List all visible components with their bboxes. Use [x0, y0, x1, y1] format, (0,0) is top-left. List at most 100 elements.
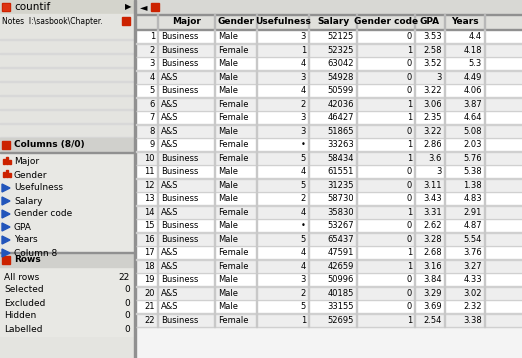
Bar: [308, 314, 309, 327]
Text: 65437: 65437: [327, 235, 354, 244]
Text: All rows: All rows: [4, 272, 39, 281]
Bar: [136, 326, 522, 327]
Text: Hidden: Hidden: [4, 311, 36, 320]
Bar: [484, 71, 485, 84]
Bar: [484, 165, 485, 179]
Text: Male: Male: [218, 194, 238, 203]
Bar: [444, 138, 445, 151]
Text: 21: 21: [145, 302, 155, 311]
Bar: [136, 314, 522, 327]
Bar: [136, 165, 522, 179]
Bar: [3, 172, 5, 177]
Bar: [444, 273, 445, 286]
Text: 3: 3: [436, 167, 442, 176]
Text: Gender code: Gender code: [14, 209, 72, 218]
Bar: [308, 71, 309, 84]
Bar: [157, 286, 158, 300]
Text: GPA: GPA: [14, 223, 32, 232]
Text: 13: 13: [145, 194, 155, 203]
Text: Selected: Selected: [4, 285, 44, 295]
Bar: [0, 39, 134, 40]
Bar: [134, 0, 136, 358]
Bar: [256, 205, 257, 219]
Text: 11: 11: [145, 167, 155, 176]
Bar: [414, 14, 415, 30]
Text: 52695: 52695: [328, 316, 354, 325]
Bar: [157, 179, 158, 192]
Text: Years: Years: [451, 18, 479, 26]
Bar: [356, 179, 357, 192]
Bar: [157, 165, 158, 179]
Text: 1: 1: [301, 316, 306, 325]
Text: 3: 3: [301, 32, 306, 41]
Text: 52325: 52325: [328, 46, 354, 55]
Bar: [0, 252, 134, 253]
Bar: [356, 286, 357, 300]
Text: Excluded: Excluded: [4, 299, 45, 308]
Bar: [414, 84, 415, 97]
Text: Female: Female: [218, 316, 248, 325]
Bar: [484, 192, 485, 205]
Text: •: •: [301, 221, 306, 230]
Text: Female: Female: [218, 208, 248, 217]
Text: 3.02: 3.02: [464, 289, 482, 298]
Bar: [214, 232, 215, 246]
Bar: [308, 246, 309, 260]
Text: Major: Major: [172, 18, 201, 26]
Text: Female: Female: [218, 113, 248, 122]
Bar: [484, 314, 485, 327]
Text: Male: Male: [218, 181, 238, 190]
Text: 3.27: 3.27: [464, 262, 482, 271]
Bar: [214, 97, 215, 111]
Bar: [157, 30, 158, 44]
Text: 17: 17: [145, 248, 155, 257]
Polygon shape: [2, 184, 10, 192]
Text: 1: 1: [407, 316, 412, 325]
Bar: [484, 179, 485, 192]
Bar: [256, 314, 257, 327]
Bar: [157, 314, 158, 327]
Bar: [444, 300, 445, 314]
Bar: [0, 28, 134, 138]
Text: 3.6: 3.6: [429, 154, 442, 163]
Text: 1: 1: [301, 46, 306, 55]
Bar: [484, 30, 485, 44]
Bar: [157, 57, 158, 71]
Bar: [214, 192, 215, 205]
Text: 1: 1: [407, 113, 412, 122]
Text: Major: Major: [14, 158, 39, 166]
Bar: [122, 17, 130, 25]
Bar: [356, 125, 357, 138]
Polygon shape: [2, 197, 10, 205]
Text: 1.38: 1.38: [464, 181, 482, 190]
Text: 3.29: 3.29: [423, 289, 442, 298]
Bar: [0, 53, 134, 54]
Bar: [136, 218, 522, 219]
Bar: [444, 165, 445, 179]
Text: 4.18: 4.18: [464, 46, 482, 55]
Text: 4: 4: [301, 167, 306, 176]
Bar: [356, 300, 357, 314]
Bar: [484, 286, 485, 300]
Bar: [136, 151, 522, 165]
Bar: [444, 57, 445, 71]
Bar: [308, 57, 309, 71]
Text: 3.06: 3.06: [423, 100, 442, 109]
Bar: [157, 205, 158, 219]
Bar: [444, 111, 445, 125]
Text: 3: 3: [301, 275, 306, 284]
Bar: [9, 173, 11, 177]
Bar: [136, 83, 522, 84]
Text: 1: 1: [407, 140, 412, 149]
Text: 4: 4: [301, 59, 306, 68]
Text: 2: 2: [301, 289, 306, 298]
Bar: [214, 84, 215, 97]
Text: 15: 15: [145, 221, 155, 230]
Bar: [444, 260, 445, 273]
Text: 8: 8: [150, 127, 155, 136]
Text: 4.83: 4.83: [464, 194, 482, 203]
Bar: [484, 232, 485, 246]
Bar: [256, 57, 257, 71]
Bar: [214, 30, 215, 44]
Text: A&S: A&S: [161, 113, 179, 122]
